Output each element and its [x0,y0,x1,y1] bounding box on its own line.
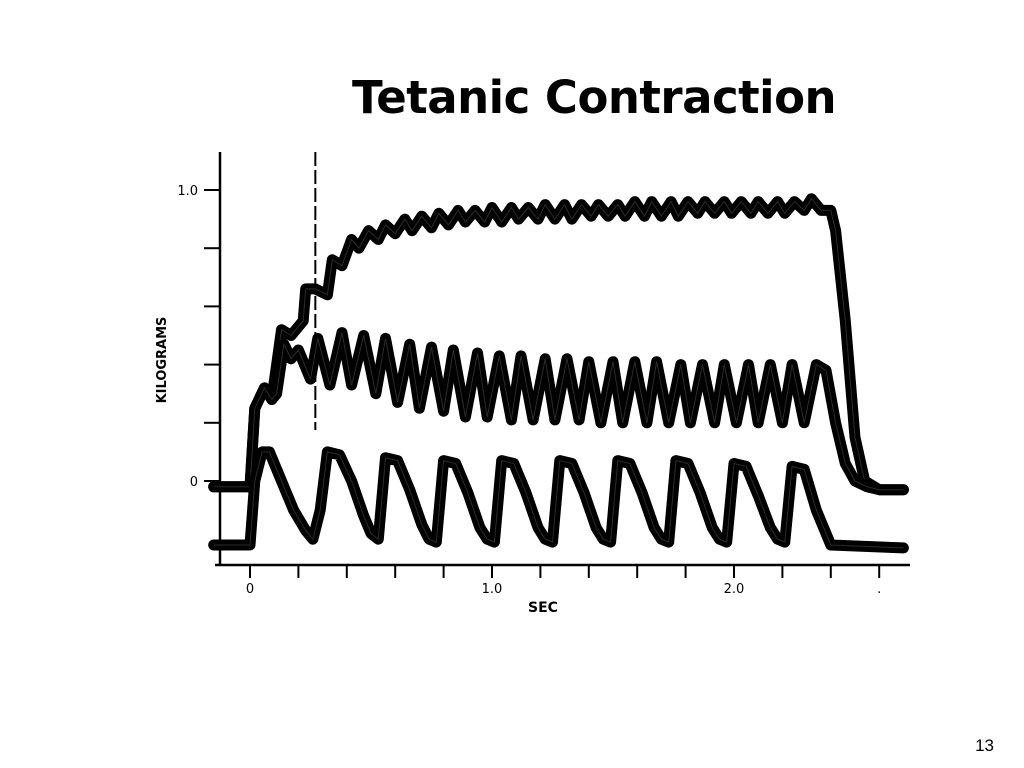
x-tick-label: 2.0 [724,582,745,597]
page-number: 13 [975,736,994,755]
slide-title: Tetanic Contraction [352,71,837,124]
series-line-3 [208,446,909,554]
x-tick-label: 1.0 [482,582,503,597]
x-axis-label: SEC [528,600,558,616]
series-line-1-highlight [213,197,904,491]
series-line-2-highlight [213,332,904,491]
x-tick-label: . [877,582,881,597]
y-axis-label: KILOGRAMS [155,317,170,404]
series-line-3-highlight [213,451,904,549]
y-tick-label: 0 [190,475,198,490]
x-tick-label: 0 [246,582,254,597]
chart-series [208,193,909,554]
y-tick-label: 1.0 [177,184,198,199]
chart-ticks: 0 1.0 0 1.0 2.0. [177,184,881,597]
